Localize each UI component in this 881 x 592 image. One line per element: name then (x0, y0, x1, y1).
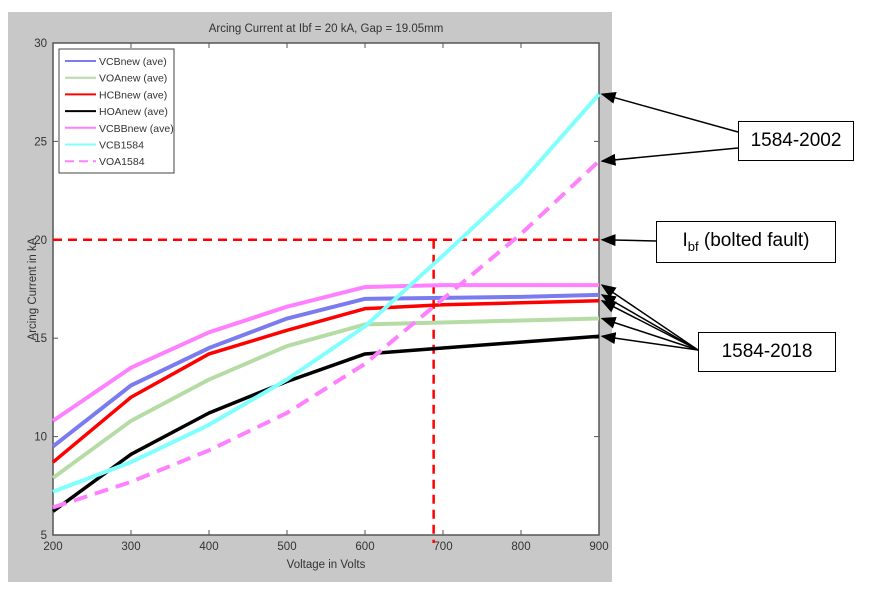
x-tick-label: 500 (277, 541, 296, 553)
annotation-1584-2002: 1584-2002 (738, 121, 854, 161)
x-axis-label: Voltage in Volts (287, 559, 366, 571)
annotation-1584-2018: 1584-2018 (698, 332, 836, 372)
series-line-hcbnew-ave- (51, 299, 600, 464)
y-tick-label: 10 (34, 432, 47, 444)
legend-entry: VCB1584 (99, 140, 144, 152)
x-tick-label: 400 (199, 541, 218, 553)
legend-entry: VOAnew (ave) (99, 73, 167, 85)
annotation-text: 1584-2002 (750, 130, 842, 151)
y-tick-label: 30 (34, 38, 47, 50)
annotation-arrow (600, 92, 739, 133)
legend-entry: HOAnew (ave) (99, 106, 168, 118)
y-axis-label: Arcing Current in kA (27, 237, 39, 340)
x-tick-label: 600 (355, 541, 374, 553)
annotation-arrow (600, 317, 699, 351)
series-line-hoanew-ave- (51, 334, 600, 513)
legend-entry: HCBnew (ave) (99, 89, 167, 101)
chart-title: Arcing Current at Ibf = 20 kA, Gap = 19.… (209, 23, 444, 35)
y-tick-label: 25 (34, 136, 47, 148)
series-line-vcb1584 (52, 92, 601, 494)
annotation-arrow (600, 147, 739, 166)
x-tick-label: 900 (589, 541, 608, 553)
y-tick-label: 20 (34, 235, 47, 247)
legend-entry: VCBnew (ave) (99, 56, 167, 68)
annotation-arrow (600, 332, 699, 351)
series-line-vcbbnew-ave- (51, 283, 599, 423)
series-line-vcbnew-ave- (51, 292, 600, 449)
annotation-text: 1584-2018 (721, 341, 813, 362)
annotation-text: Ibf (bolted fault) (682, 230, 810, 254)
x-tick-label: 700 (433, 541, 452, 553)
y-tick-label: 15 (34, 333, 47, 345)
legend-entry: VCBBnew (ave) (99, 123, 174, 135)
legend-entry: VOA1584 (99, 156, 145, 168)
annotation-arrow (600, 284, 699, 351)
annotation-arrow (600, 234, 657, 247)
series-line-voa1584 (52, 159, 601, 510)
y-tick-label: 5 (41, 530, 47, 542)
x-tick-label: 300 (121, 541, 140, 553)
x-tick-label: 200 (43, 541, 62, 553)
x-tick-label: 800 (511, 541, 530, 553)
annotation-arrow (600, 294, 699, 351)
series-line-voanew-ave- (51, 316, 600, 480)
annotation-ibf: Ibf (bolted fault) (656, 221, 836, 263)
annotation-arrow (600, 300, 699, 351)
